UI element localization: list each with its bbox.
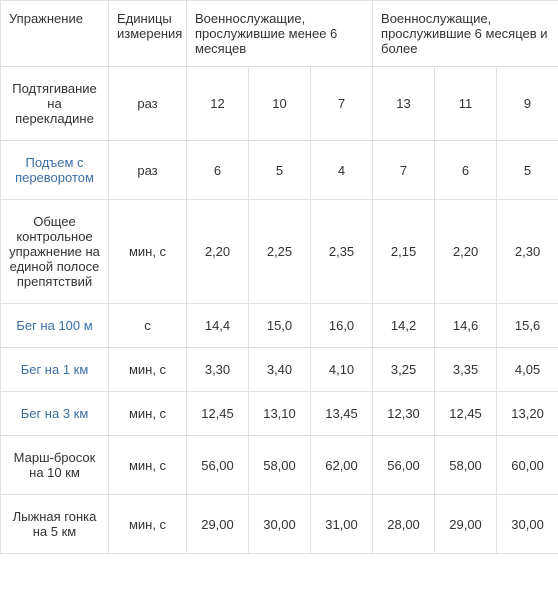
value-cell: 12,45: [435, 392, 497, 436]
exercise-cell: Подтягивание на перекладине: [1, 67, 109, 141]
exercise-label: Общее контрольное упражнение на единой п…: [9, 214, 100, 289]
unit-cell: мин, с: [109, 392, 187, 436]
table-row: Подтягивание на перекладине раз1210713119: [1, 67, 558, 141]
value-cell: 12: [187, 67, 249, 141]
value-cell: 3,40: [249, 348, 311, 392]
value-cell: 62,00: [311, 436, 373, 495]
value-cell: 29,00: [187, 495, 249, 554]
value-cell: 58,00: [435, 436, 497, 495]
header-unit: Единицы измерения: [109, 1, 187, 67]
value-cell: 13,10: [249, 392, 311, 436]
value-cell: 3,25: [373, 348, 435, 392]
value-cell: 16,0: [311, 304, 373, 348]
exercise-cell[interactable]: Бег на 100 м: [1, 304, 109, 348]
value-cell: 13,20: [497, 392, 558, 436]
header-group-2: Военнослужащие, прослужившие 6 месяцев и…: [373, 1, 558, 67]
header-exercise: Упражнение: [1, 1, 109, 67]
value-cell: 29,00: [435, 495, 497, 554]
value-cell: 2,20: [187, 200, 249, 304]
value-cell: 10: [249, 67, 311, 141]
unit-cell: мин, с: [109, 495, 187, 554]
value-cell: 5: [497, 141, 558, 200]
value-cell: 3,35: [435, 348, 497, 392]
value-cell: 7: [311, 67, 373, 141]
table-row: Общее контрольное упражнение на единой п…: [1, 200, 558, 304]
table-row: Бег на 100 м с14,415,016,014,214,615,6: [1, 304, 558, 348]
table-row: Подъем с переворотомраз654765: [1, 141, 558, 200]
value-cell: 15,0: [249, 304, 311, 348]
value-cell: 2,15: [373, 200, 435, 304]
value-cell: 56,00: [373, 436, 435, 495]
unit-cell: с: [109, 304, 187, 348]
unit-cell: раз: [109, 67, 187, 141]
value-cell: 28,00: [373, 495, 435, 554]
unit-cell: мин, с: [109, 436, 187, 495]
value-cell: 14,4: [187, 304, 249, 348]
unit-cell: раз: [109, 141, 187, 200]
fitness-standards-table: Упражнение Единицы измерения Военнослужа…: [0, 0, 558, 554]
value-cell: 4,10: [311, 348, 373, 392]
value-cell: 30,00: [497, 495, 558, 554]
value-cell: 2,30: [497, 200, 558, 304]
value-cell: 13: [373, 67, 435, 141]
exercise-cell: Общее контрольное упражнение на единой п…: [1, 200, 109, 304]
value-cell: 14,6: [435, 304, 497, 348]
exercise-link[interactable]: Бег на 100 м: [16, 318, 92, 333]
table-row: Марш-бросок на 10 кммин, с56,0058,0062,0…: [1, 436, 558, 495]
value-cell: 30,00: [249, 495, 311, 554]
value-cell: 12,30: [373, 392, 435, 436]
exercise-link[interactable]: Бег на 3 км: [21, 406, 89, 421]
value-cell: 12,45: [187, 392, 249, 436]
value-cell: 2,20: [435, 200, 497, 304]
value-cell: 15,6: [497, 304, 558, 348]
exercise-link[interactable]: Подъем с переворотом: [15, 155, 94, 185]
value-cell: 6: [435, 141, 497, 200]
value-cell: 2,25: [249, 200, 311, 304]
table-row: Бег на 3 кммин, с12,4513,1013,4512,3012,…: [1, 392, 558, 436]
exercise-cell[interactable]: Бег на 1 км: [1, 348, 109, 392]
exercise-label: Лыжная гонка на 5 км: [13, 509, 97, 539]
unit-cell: мин, с: [109, 348, 187, 392]
value-cell: 2,35: [311, 200, 373, 304]
header-group-1: Военнослужащие, прослужившие менее 6 мес…: [187, 1, 373, 67]
value-cell: 6: [187, 141, 249, 200]
unit-cell: мин, с: [109, 200, 187, 304]
exercise-label: Марш-бросок на 10 км: [14, 450, 96, 480]
value-cell: 11: [435, 67, 497, 141]
value-cell: 60,00: [497, 436, 558, 495]
exercise-cell: Марш-бросок на 10 км: [1, 436, 109, 495]
exercise-label: Подтягивание на перекладине: [12, 81, 97, 126]
value-cell: 56,00: [187, 436, 249, 495]
value-cell: 5: [249, 141, 311, 200]
exercise-link[interactable]: Бег на 1 км: [21, 362, 89, 377]
value-cell: 9: [497, 67, 558, 141]
exercise-cell[interactable]: Бег на 3 км: [1, 392, 109, 436]
table-body: Подтягивание на перекладинераз1210713119…: [1, 67, 558, 554]
value-cell: 7: [373, 141, 435, 200]
value-cell: 4,05: [497, 348, 558, 392]
value-cell: 14,2: [373, 304, 435, 348]
value-cell: 31,00: [311, 495, 373, 554]
value-cell: 13,45: [311, 392, 373, 436]
exercise-cell: Лыжная гонка на 5 км: [1, 495, 109, 554]
exercise-cell[interactable]: Подъем с переворотом: [1, 141, 109, 200]
table-row: Бег на 1 км мин, с3,303,404,103,253,354,0…: [1, 348, 558, 392]
table-row: Лыжная гонка на 5 кммин, с29,0030,0031,0…: [1, 495, 558, 554]
value-cell: 3,30: [187, 348, 249, 392]
value-cell: 58,00: [249, 436, 311, 495]
value-cell: 4: [311, 141, 373, 200]
